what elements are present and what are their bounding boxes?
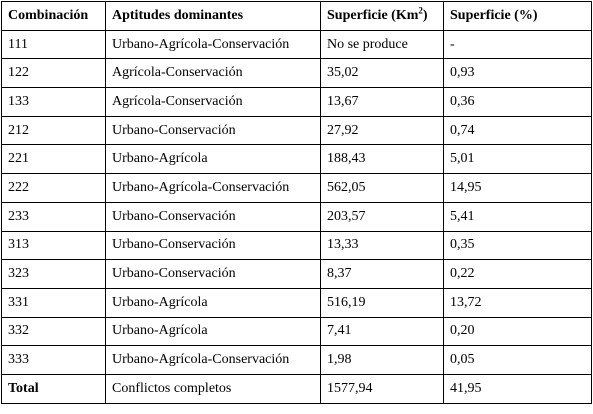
cell-km2: 13,33 (320, 230, 444, 261)
cell-pct: 0,36 (443, 87, 592, 117)
cell-combinacion: 333 (1, 345, 106, 375)
header-superficie-km2: Superficie (Km2) (320, 1, 444, 31)
cell-pct: 0,35 (443, 230, 592, 261)
header-superficie-pct: Superficie (%) (443, 1, 592, 31)
cell-km2: 203,57 (320, 201, 444, 232)
header-combinacion: Combinación (1, 1, 106, 31)
cell-pct: 0,93 (443, 58, 592, 89)
table-header-row: Combinación Aptitudes dominantes Superfi… (1, 1, 592, 31)
cell-km2: 562,05 (320, 173, 444, 203)
table-row: 221 Urbano-Agrícola 188,43 5,01 (1, 144, 592, 175)
cell-aptitudes: Urbano-Conservación (105, 259, 321, 289)
cell-combinacion: 323 (1, 259, 106, 289)
cell-pct: 5,01 (443, 144, 592, 175)
cell-pct: 5,41 (443, 201, 592, 232)
conflicts-table: Combinación Aptitudes dominantes Superfi… (1, 1, 592, 404)
header-superficie-km2-suffix: ) (422, 7, 428, 23)
cell-km2: 516,19 (320, 287, 444, 318)
cell-combinacion: 221 (1, 144, 106, 175)
cell-aptitudes: Urbano-Agrícola (105, 316, 321, 347)
table-row: 222 Urbano-Agrícola-Conservación 562,05 … (1, 173, 592, 203)
cell-km2: 13,67 (320, 87, 444, 117)
cell-combinacion: 332 (1, 316, 106, 347)
cell-km2: 27,92 (320, 115, 444, 146)
table-row: 332 Urbano-Agrícola 7,41 0,20 (1, 316, 592, 347)
cell-pct: 0,22 (443, 259, 592, 289)
cell-km2: 188,43 (320, 144, 444, 175)
total-pct: 41,95 (443, 373, 592, 404)
cell-combinacion: 313 (1, 230, 106, 261)
cell-aptitudes: Urbano-Agrícola-Conservación (105, 345, 321, 375)
cell-aptitudes: Agrícola-Conservación (105, 87, 321, 117)
table-row: 313 Urbano-Conservación 13,33 0,35 (1, 230, 592, 261)
cell-aptitudes: Urbano-Agrícola (105, 144, 321, 175)
table-row: 333 Urbano-Agrícola-Conservación 1,98 0,… (1, 345, 592, 375)
cell-pct: 0,74 (443, 115, 592, 146)
cell-combinacion: 222 (1, 173, 106, 203)
cell-combinacion: 331 (1, 287, 106, 318)
total-label: Total (1, 373, 106, 404)
cell-pct: 0,05 (443, 345, 592, 375)
cell-combinacion: 111 (1, 29, 106, 60)
cell-pct: 14,95 (443, 173, 592, 203)
cell-pct: 0,20 (443, 316, 592, 347)
cell-km2: No se produce (320, 29, 444, 60)
table-row: 323 Urbano-Conservación 8,37 0,22 (1, 259, 592, 289)
cell-combinacion: 122 (1, 58, 106, 89)
cell-aptitudes: Urbano-Agrícola-Conservación (105, 173, 321, 203)
table-row: 233 Urbano-Conservación 203,57 5,41 (1, 201, 592, 232)
cell-km2: 7,41 (320, 316, 444, 347)
table-total-row: Total Conflictos completos 1577,94 41,95 (1, 373, 592, 404)
cell-km2: 8,37 (320, 259, 444, 289)
cell-pct: - (443, 29, 592, 60)
table-row: 331 Urbano-Agrícola 516,19 13,72 (1, 287, 592, 318)
table-row: 133 Agrícola-Conservación 13,67 0,36 (1, 87, 592, 117)
table-row: 111 Urbano-Agrícola-Conservación No se p… (1, 29, 592, 60)
cell-km2: 35,02 (320, 58, 444, 89)
cell-aptitudes: Urbano-Conservación (105, 230, 321, 261)
cell-aptitudes: Urbano-Agrícola (105, 287, 321, 318)
header-superficie-km2-prefix: Superficie (Km (327, 7, 419, 23)
cell-combinacion: 233 (1, 201, 106, 232)
total-aptitudes: Conflictos completos (105, 373, 321, 404)
cell-combinacion: 212 (1, 115, 106, 146)
cell-combinacion: 133 (1, 87, 106, 117)
table-row: 212 Urbano-Conservación 27,92 0,74 (1, 115, 592, 146)
header-aptitudes: Aptitudes dominantes (105, 1, 321, 31)
cell-aptitudes: Urbano-Agrícola-Conservación (105, 29, 321, 60)
cell-aptitudes: Urbano-Conservación (105, 115, 321, 146)
table-row: 122 Agrícola-Conservación 35,02 0,93 (1, 58, 592, 89)
cell-pct: 13,72 (443, 287, 592, 318)
total-km2: 1577,94 (320, 373, 444, 404)
header-superficie-km2-sup: 2 (418, 5, 423, 16)
cell-aptitudes: Agrícola-Conservación (105, 58, 321, 89)
cell-km2: 1,98 (320, 345, 444, 375)
cell-aptitudes: Urbano-Conservación (105, 201, 321, 232)
